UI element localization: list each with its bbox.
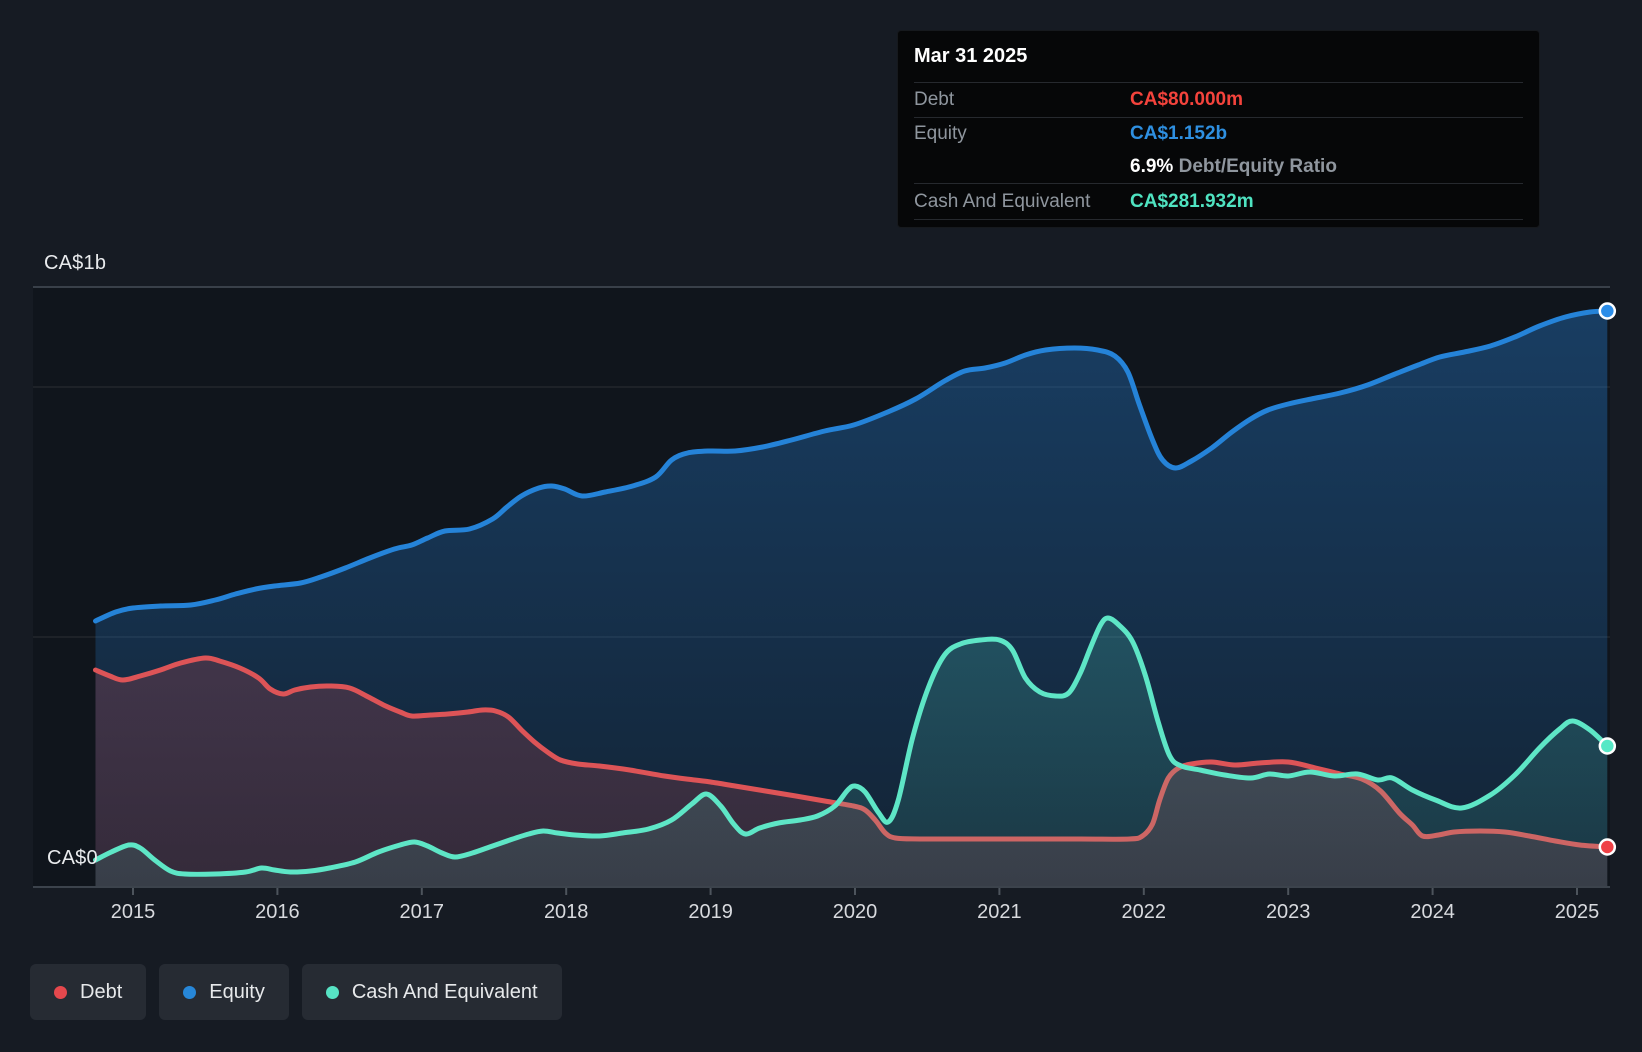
y-axis-label-0: CA$0 <box>47 847 98 869</box>
tooltip-cash-label: Cash And Equivalent <box>914 190 1091 212</box>
x-tick-label-2021: 2021 <box>977 901 1022 923</box>
equity-series-dot-icon <box>183 985 197 999</box>
tooltip-row-debt: Debt CA$80.000m <box>914 82 1523 117</box>
y-axis-label-1b: CA$1b <box>44 252 107 274</box>
cash-and-equivalent-endpoint-dot <box>1598 737 1617 755</box>
tooltip-row-cash: Cash And Equivalent CA$281.932m <box>914 183 1523 220</box>
legend-chip-cash[interactable]: Cash And Equivalent <box>301 964 562 1020</box>
legend-cash-label: Cash And Equivalent <box>351 980 538 1003</box>
debt-series-dot-icon <box>54 985 67 999</box>
cash-series-dot-icon <box>325 985 339 999</box>
legend-chip-equity[interactable]: Equity <box>159 964 289 1020</box>
legend-equity-label: Equity <box>209 980 265 1003</box>
tooltip-row-debt-equity-ratio: 6.9% Debt/Equity Ratio <box>914 150 1523 183</box>
equity-line <box>93 308 1610 624</box>
tooltip-row-equity: Equity CA$1.152b <box>914 117 1523 150</box>
tooltip-debt-label: Debt <box>914 89 955 110</box>
debt-endpoint-dot <box>1598 838 1617 856</box>
tooltip-cash-value: CA$281.932m <box>1130 190 1254 212</box>
x-tick-label-2019: 2019 <box>688 901 733 923</box>
x-tick-label-2023: 2023 <box>1266 901 1311 923</box>
tooltip-date: Mar 31 2025 <box>914 45 1028 67</box>
tooltip-equity-value: CA$1.152b <box>1130 123 1228 144</box>
x-tick-label-2022: 2022 <box>1122 901 1167 923</box>
x-tick-label-2024: 2024 <box>1410 901 1455 923</box>
tooltip-ratio-label: Debt/Equity Ratio <box>1178 155 1337 177</box>
x-tick-label-2020: 2020 <box>833 901 878 923</box>
x-tick-label-2025: 2025 <box>1555 901 1600 923</box>
tooltip-debt-value: CA$80.000m <box>1130 89 1244 110</box>
cash-and-equivalent-line <box>93 615 1610 877</box>
x-tick-label-2018: 2018 <box>544 901 589 923</box>
chart-tooltip: Mar 31 2025 Debt CA$80.000m Equity CA$1.… <box>897 30 1540 228</box>
legend-debt-label: Debt <box>80 980 123 1003</box>
legend-chip-debt[interactable]: Debt <box>30 964 147 1020</box>
cash-and-equivalent-area <box>95 617 1608 887</box>
chart-legend: Debt Equity Cash And Equivalent <box>30 964 562 1020</box>
x-tick-label-2016: 2016 <box>255 901 300 923</box>
x-tick-label-2017: 2017 <box>400 901 445 923</box>
tooltip-ratio-value: 6.9% <box>1130 155 1174 177</box>
x-tick-label-2015: 2015 <box>111 901 156 923</box>
tooltip-equity-label: Equity <box>914 123 967 144</box>
equity-endpoint-dot <box>1598 302 1617 320</box>
